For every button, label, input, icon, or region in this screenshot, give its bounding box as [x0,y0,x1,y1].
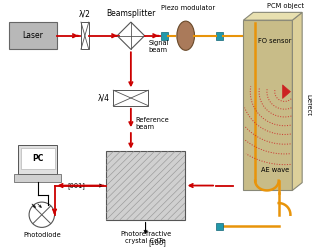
FancyBboxPatch shape [81,22,89,49]
Circle shape [29,202,55,227]
Text: PC: PC [32,154,44,163]
FancyBboxPatch shape [106,151,185,220]
Text: λ/2: λ/2 [79,9,91,18]
FancyBboxPatch shape [216,223,223,230]
Text: Piezo modulator: Piezo modulator [161,5,215,11]
Polygon shape [292,12,302,190]
Polygon shape [283,85,290,99]
Text: λ/4: λ/4 [97,93,109,103]
Text: Photorefractive
crystal CdTe: Photorefractive crystal CdTe [120,231,171,244]
Ellipse shape [177,21,194,50]
Polygon shape [243,12,302,20]
Text: FO sensor: FO sensor [258,38,291,44]
Polygon shape [117,22,144,49]
Text: Laser: Laser [22,31,43,40]
FancyBboxPatch shape [21,148,55,169]
FancyBboxPatch shape [161,32,168,40]
FancyBboxPatch shape [8,22,57,49]
FancyBboxPatch shape [243,20,292,190]
Text: [001]: [001] [67,182,85,189]
Text: [100]: [100] [149,239,166,246]
FancyBboxPatch shape [216,32,223,40]
Text: Photodiode: Photodiode [23,232,61,238]
Text: Beamsplitter: Beamsplitter [106,9,156,18]
Text: Defect: Defect [305,94,311,116]
FancyBboxPatch shape [113,90,149,106]
FancyBboxPatch shape [14,174,61,182]
FancyBboxPatch shape [18,145,57,174]
Text: PCM object: PCM object [267,3,304,9]
Text: Reference
beam: Reference beam [136,117,169,130]
Text: AE wave: AE wave [261,167,289,173]
Text: Signal
beam: Signal beam [149,40,169,53]
